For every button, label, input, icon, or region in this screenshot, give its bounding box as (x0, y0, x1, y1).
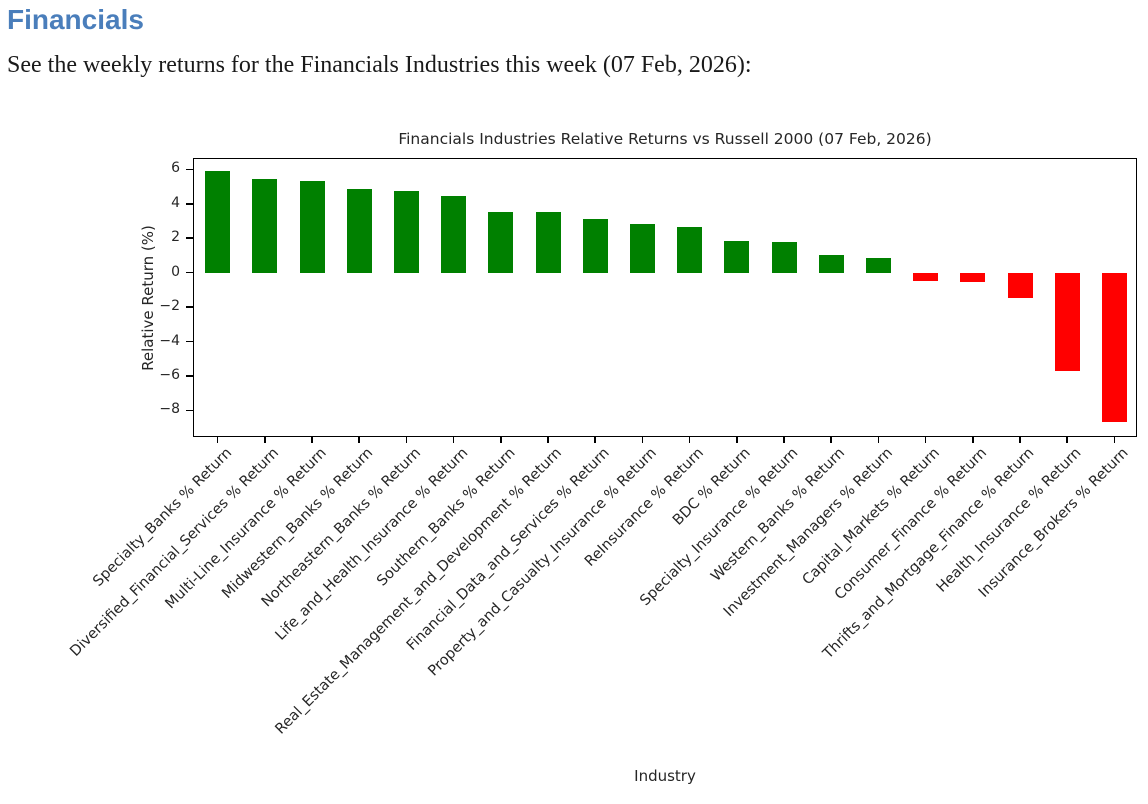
bar (205, 171, 231, 273)
y-tick-label: 2 (171, 229, 180, 246)
y-tick-label: 4 (171, 194, 180, 211)
bar (535, 212, 561, 273)
intro-text: See the weekly returns for the Financial… (7, 52, 752, 78)
x-tick-mark (594, 436, 596, 443)
y-tick-mark (186, 409, 194, 412)
bar-chart: Financials Industries Relative Returns v… (67, 130, 1137, 785)
x-tick-mark (547, 436, 549, 443)
x-tick-mark (311, 436, 313, 443)
bar (724, 240, 750, 273)
bar (1101, 272, 1127, 423)
bar (393, 190, 419, 273)
bar (771, 241, 797, 273)
x-tick-mark (1113, 436, 1116, 443)
y-tick-label: −2 (159, 298, 180, 315)
bar (677, 227, 703, 273)
x-tick-mark (216, 436, 219, 443)
bar (299, 181, 325, 273)
x-category-label: Investment_Managers % Return (720, 445, 896, 621)
bar (629, 223, 655, 273)
y-tick-label: 6 (171, 160, 180, 177)
page-title: Financials (7, 4, 144, 35)
bar (346, 189, 372, 273)
y-tick-mark (186, 271, 194, 274)
x-tick-mark (877, 436, 880, 443)
x-tick-mark (972, 436, 974, 443)
x-tick-mark (1066, 436, 1068, 443)
x-tick-mark (688, 436, 691, 443)
bar (960, 272, 986, 283)
x-axis-label: Industry (634, 767, 696, 785)
y-tick-mark (186, 168, 194, 171)
y-tick-mark (186, 237, 194, 239)
y-tick-mark (186, 306, 194, 308)
x-tick-mark (924, 436, 927, 443)
bar (582, 219, 608, 273)
bar (441, 196, 467, 273)
x-category-label: Property_and_Casualty_Insurance % Return (425, 445, 660, 680)
y-tick-label: −6 (159, 367, 180, 383)
y-tick-label: −8 (159, 401, 180, 418)
y-tick-label: −4 (159, 332, 180, 349)
bar (1007, 272, 1033, 298)
x-tick-mark (783, 436, 785, 443)
y-tick-mark (186, 375, 194, 377)
x-tick-mark (500, 436, 502, 443)
y-tick-label: 0 (171, 263, 180, 280)
x-tick-mark (641, 436, 644, 443)
bar (913, 272, 939, 282)
x-tick-mark (452, 436, 455, 443)
bar (1054, 272, 1080, 371)
y-tick-mark (186, 203, 194, 205)
bar (252, 178, 278, 273)
bar (488, 211, 514, 273)
x-category-label: Diversified_Financial_Services % Return (67, 445, 283, 660)
x-tick-mark (264, 436, 266, 443)
x-tick-mark (736, 436, 738, 443)
chart-title: Financials Industries Relative Returns v… (398, 130, 932, 148)
bar (865, 258, 891, 273)
y-tick-mark (186, 340, 194, 343)
x-tick-mark (830, 436, 832, 443)
x-tick-mark (358, 436, 360, 443)
x-tick-mark (405, 436, 408, 443)
x-tick-mark (1019, 436, 1021, 443)
bar (818, 255, 844, 273)
